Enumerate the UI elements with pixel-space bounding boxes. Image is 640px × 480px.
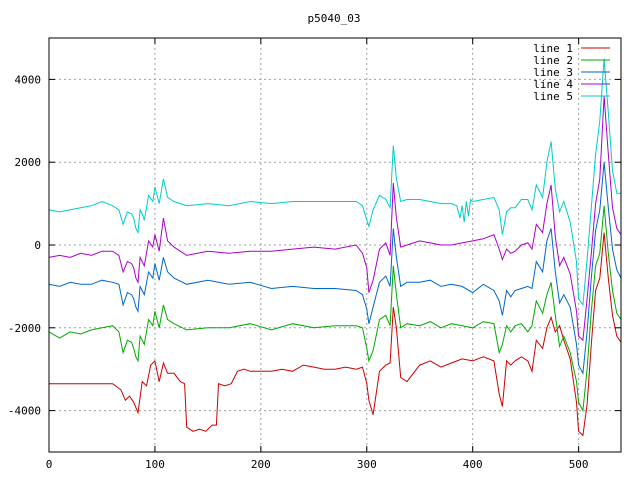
y-tick-label: 2000 [15, 156, 42, 169]
grid-lines [49, 38, 621, 452]
x-tick-label: 300 [357, 458, 377, 471]
series-line-2 [48, 205, 622, 413]
x-tick-label: 200 [251, 458, 271, 471]
x-tick-label: 0 [46, 458, 53, 471]
series-line-1 [49, 232, 622, 437]
y-tick-label: -4000 [8, 405, 41, 418]
y-tick-label: 4000 [15, 73, 42, 86]
series-line-5 [48, 58, 621, 307]
axis-ticks: 0 100 200 300 400 500 -4000 -2000 0 2000 4000 [8, 38, 621, 471]
legend-label-4: line 4 [533, 78, 573, 91]
legend-label-3: line 3 [533, 66, 573, 79]
x-tick-label: 100 [145, 458, 165, 471]
series-line-3 [48, 162, 622, 376]
series-lines [48, 58, 622, 437]
legend-label-1: line 1 [533, 42, 573, 55]
chart-title: p5040_03 [308, 12, 361, 25]
series-line-4 [48, 95, 622, 342]
x-tick-label: 500 [569, 458, 589, 471]
x-tick-label: 400 [463, 458, 483, 471]
y-tick-label: 0 [34, 239, 41, 252]
legend-label-5: line 5 [533, 90, 573, 103]
y-tick-label: -2000 [8, 322, 41, 335]
legend-label-2: line 2 [533, 54, 573, 67]
